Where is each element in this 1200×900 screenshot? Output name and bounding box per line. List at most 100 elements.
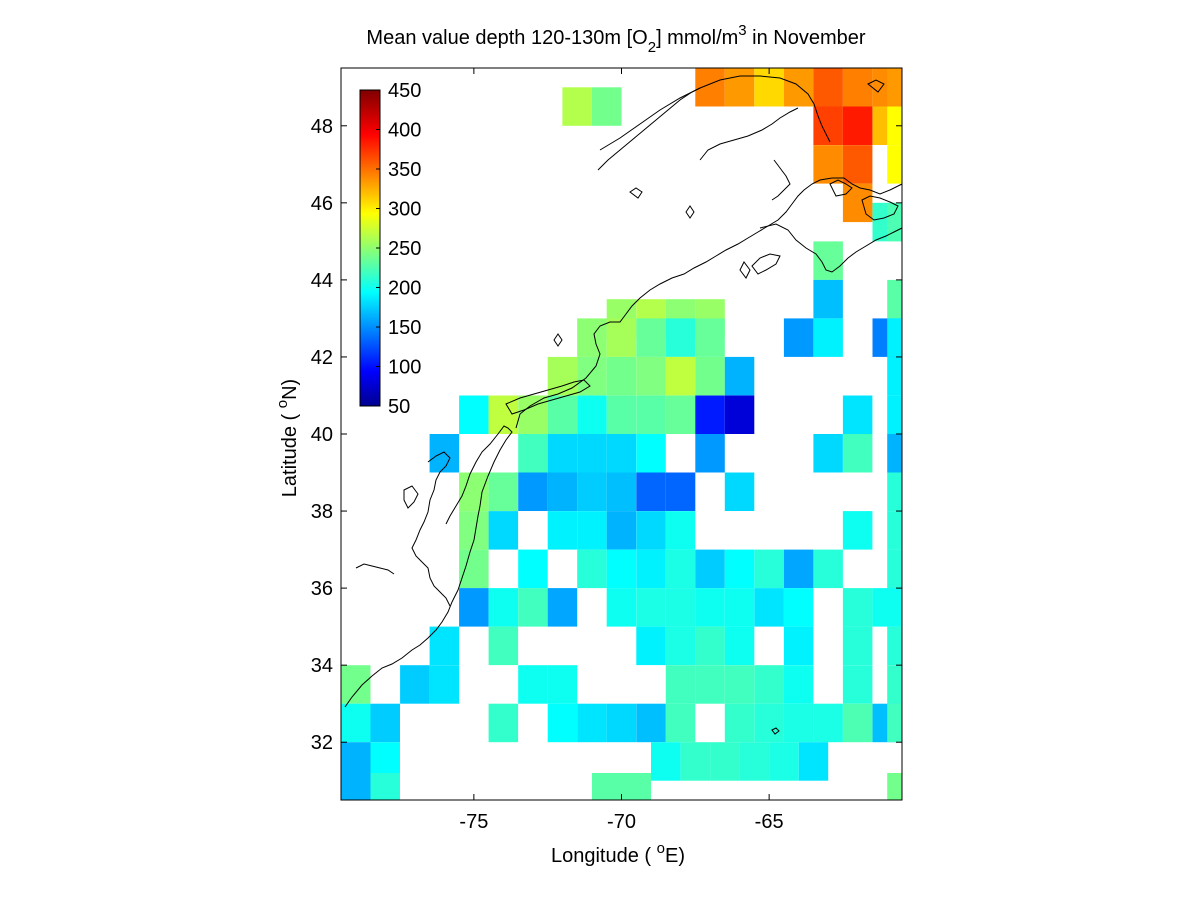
heatmap-cell <box>813 279 843 319</box>
heatmap-cell <box>887 511 902 550</box>
plot-area <box>340 67 903 801</box>
heatmap-cell <box>724 472 755 511</box>
heatmap-cell <box>813 549 843 589</box>
heatmap-cell <box>783 703 814 743</box>
heatmap-cell <box>695 395 725 434</box>
heatmap-cell <box>518 472 548 511</box>
heatmap-cell <box>665 665 696 704</box>
heatmap-cell <box>754 665 784 704</box>
colorbar-tick-label: 200 <box>388 278 421 300</box>
colorbar-tick-label: 50 <box>388 396 410 418</box>
heatmap-cell <box>813 68 843 107</box>
heatmap-cell <box>739 742 770 781</box>
chart-title-suffix: in November <box>747 27 866 49</box>
heatmap-cell <box>488 588 519 627</box>
heatmap-cell <box>665 626 696 666</box>
heatmap-cell <box>636 549 666 589</box>
y-tick-label: 40 <box>311 424 333 446</box>
colorbar-tick-label: 300 <box>388 199 421 221</box>
y-axis-ticks: 32 34 36 38 40 42 44 46 48 <box>311 116 902 754</box>
heatmap-cell <box>842 703 873 743</box>
x-axis-label-suffix: E) <box>665 845 685 867</box>
heatmap-cell <box>887 549 902 589</box>
heatmap-cell <box>636 395 666 434</box>
heatmap-cell <box>577 395 607 434</box>
heatmap-cell <box>636 626 666 666</box>
heatmap-cell <box>459 549 489 589</box>
y-tick-label: 38 <box>311 501 333 523</box>
heatmap-cell <box>429 434 460 473</box>
heatmap-cell <box>488 395 519 434</box>
x-axis-ticks: -75 -70 -65 <box>459 68 784 833</box>
heatmap-cell <box>695 665 725 704</box>
heatmap-cell <box>813 145 843 184</box>
heatmap-cell <box>842 106 873 145</box>
heatmap-cell <box>783 588 814 627</box>
chart-title-main: Mean value depth 120-130m [O <box>366 27 647 49</box>
heatmap-cell <box>665 511 696 550</box>
heatmap-cell <box>636 318 666 357</box>
heatmap-cell <box>798 742 829 781</box>
heatmap-cell <box>710 742 740 781</box>
heatmap-cell <box>724 665 755 704</box>
heatmap-cell <box>695 588 725 627</box>
heatmap-cell <box>518 549 548 589</box>
heatmap-cell <box>606 356 637 396</box>
x-tick-label: -65 <box>755 811 784 833</box>
heatmap-cell <box>577 356 607 396</box>
heatmap-cell <box>783 68 814 107</box>
heatmap-cell <box>842 395 873 434</box>
heatmap-cell <box>547 665 578 704</box>
heatmap-cell <box>754 549 784 589</box>
heatmap-cell <box>783 318 814 357</box>
chart-title-superscript: 3 <box>738 22 746 39</box>
heatmap-cell <box>842 511 873 550</box>
heatmap-cell <box>813 318 843 357</box>
heatmap-cell <box>695 318 725 357</box>
heatmap-cell <box>842 145 873 184</box>
colorbar-tick-label: 250 <box>388 238 421 260</box>
colorbar-tick-label: 450 <box>388 80 421 102</box>
heatmap-cell <box>488 511 519 550</box>
heatmap-cell <box>577 434 607 473</box>
heatmap-cell <box>459 588 489 627</box>
heatmap-cell <box>606 395 637 434</box>
heatmap-cell <box>724 68 755 107</box>
heatmap-cell <box>636 434 666 473</box>
heatmap-cell <box>665 588 696 627</box>
heatmap-cell <box>636 356 666 396</box>
heatmap-cell <box>887 703 902 743</box>
heatmap-cell <box>887 588 902 627</box>
heatmap-cell <box>621 773 651 800</box>
heatmap-cell <box>577 472 607 511</box>
heatmap-cell <box>887 279 902 319</box>
y-tick-label: 32 <box>311 732 333 754</box>
heatmap-cell <box>636 703 666 743</box>
chart-title-subscript: 2 <box>648 39 656 56</box>
heatmap-cell <box>754 68 784 107</box>
heatmap-cell <box>887 106 902 145</box>
y-tick-label: 46 <box>311 193 333 215</box>
heatmap-cell <box>665 318 696 357</box>
heatmap-cell <box>813 434 843 473</box>
heatmap-cell <box>695 434 725 473</box>
heatmap-cell <box>842 626 873 666</box>
heatmap-cell <box>341 703 371 743</box>
heatmap-cell <box>887 773 902 800</box>
heatmap-cell <box>665 472 696 511</box>
heatmap-cell <box>887 68 902 107</box>
heatmap-cell <box>577 549 607 589</box>
heatmap-cell <box>724 395 755 434</box>
x-axis-label: Longitude ( oE) <box>551 840 685 867</box>
y-tick-label: 42 <box>311 347 333 369</box>
heatmap-cell <box>887 202 902 242</box>
heatmap-cell <box>562 87 592 126</box>
heatmap-cell <box>370 703 400 743</box>
y-axis-label: Latitude ( oN) <box>274 379 301 497</box>
coastline-outline <box>344 75 903 735</box>
heatmap-cell <box>547 472 578 511</box>
heatmap-cell <box>724 549 755 589</box>
heatmap-cell <box>651 742 681 781</box>
heatmap-cell <box>518 588 548 627</box>
